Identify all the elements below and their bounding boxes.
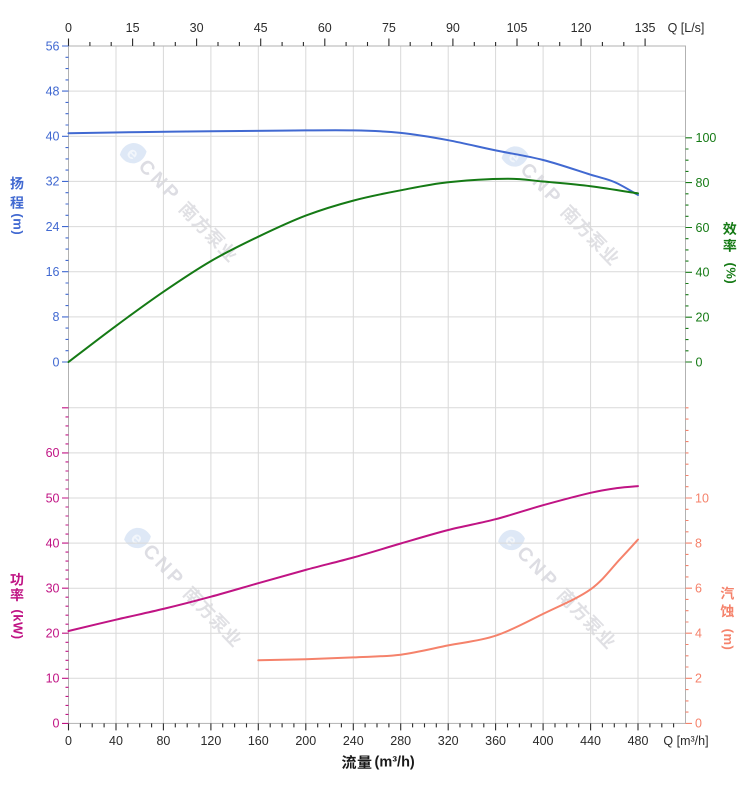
- svg-text:4: 4: [695, 627, 702, 641]
- svg-text:40: 40: [46, 536, 60, 550]
- svg-text:40: 40: [109, 734, 123, 748]
- svg-text:(m): (m): [11, 213, 26, 235]
- svg-text:60: 60: [46, 446, 60, 460]
- svg-text:480: 480: [628, 734, 649, 748]
- svg-text:135: 135: [635, 21, 656, 35]
- svg-text:105: 105: [507, 21, 528, 35]
- svg-text:56: 56: [46, 39, 60, 53]
- svg-text:Q [L/s]: Q [L/s]: [668, 21, 705, 35]
- svg-text:400: 400: [533, 734, 554, 748]
- svg-text:80: 80: [156, 734, 170, 748]
- svg-text:(m): (m): [721, 629, 736, 651]
- svg-text:(m³/h): (m³/h): [375, 755, 415, 771]
- svg-text:0: 0: [53, 717, 60, 731]
- svg-text:160: 160: [248, 734, 269, 748]
- svg-text:8: 8: [695, 536, 702, 550]
- svg-text:10: 10: [695, 491, 709, 505]
- svg-text:30: 30: [46, 582, 60, 596]
- svg-text:6: 6: [695, 582, 702, 596]
- svg-text:40: 40: [696, 266, 710, 280]
- svg-text:10: 10: [46, 672, 60, 686]
- svg-text:15: 15: [126, 21, 140, 35]
- svg-text:0: 0: [696, 355, 703, 369]
- svg-text:45: 45: [254, 21, 268, 35]
- svg-text:48: 48: [46, 84, 60, 98]
- svg-text:90: 90: [446, 21, 460, 35]
- svg-text:60: 60: [696, 221, 710, 235]
- svg-text:0: 0: [695, 717, 702, 731]
- svg-text:320: 320: [438, 734, 459, 748]
- svg-text:2: 2: [695, 672, 702, 686]
- svg-text:80: 80: [696, 176, 710, 190]
- svg-text:280: 280: [390, 734, 411, 748]
- svg-text:40: 40: [46, 130, 60, 144]
- svg-text:120: 120: [200, 734, 221, 748]
- svg-text:0: 0: [53, 355, 60, 369]
- svg-text:8: 8: [53, 310, 60, 324]
- svg-text:360: 360: [485, 734, 506, 748]
- svg-text:50: 50: [46, 491, 60, 505]
- svg-text:32: 32: [46, 175, 60, 189]
- svg-text:240: 240: [343, 734, 364, 748]
- svg-text:60: 60: [318, 21, 332, 35]
- svg-text:(%): (%): [723, 263, 738, 285]
- svg-text:75: 75: [382, 21, 396, 35]
- svg-text:200: 200: [295, 734, 316, 748]
- svg-text:440: 440: [580, 734, 601, 748]
- svg-text:16: 16: [46, 265, 60, 279]
- svg-text:24: 24: [46, 220, 60, 234]
- svg-text:100: 100: [696, 131, 717, 145]
- svg-text:20: 20: [696, 311, 710, 325]
- svg-text:0: 0: [65, 734, 72, 748]
- svg-text:(kW): (kW): [11, 609, 26, 639]
- svg-text:0: 0: [65, 21, 72, 35]
- svg-text:120: 120: [571, 21, 592, 35]
- svg-text:30: 30: [190, 21, 204, 35]
- svg-text:20: 20: [46, 627, 60, 641]
- svg-text:Q [m³/h]: Q [m³/h]: [663, 734, 708, 748]
